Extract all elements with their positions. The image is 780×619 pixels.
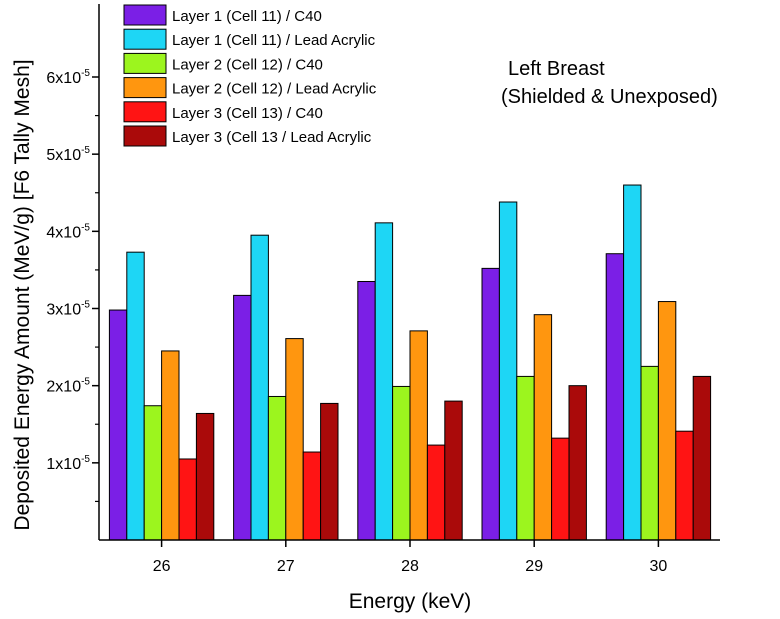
bar-27-series-6 [320, 402, 339, 541]
bar-29-series-3 [516, 375, 535, 541]
bar-28-series-4 [409, 330, 428, 541]
y-tick-label: 2x10-5 [46, 377, 90, 396]
legend-label: Layer 3 (Cell 13 / Lead Acrylic [172, 129, 372, 146]
bar-26-series-3 [143, 405, 163, 541]
legend-label: Layer 3 (Cell 13) / C40 [172, 105, 323, 122]
bar-30-series-4 [657, 301, 677, 541]
bar-29-series-5 [551, 437, 570, 541]
x-tick-label: 30 [650, 558, 668, 575]
legend-swatch [123, 4, 167, 26]
bar-26-series-4 [161, 350, 180, 541]
y-axis-title: Deposited Energy Amount (MeV/g) [F6 Tall… [11, 59, 34, 530]
legend-swatch [123, 101, 167, 123]
y-tick-label: 5x10-5 [46, 145, 90, 164]
annotation-line-1: Left Breast [508, 58, 605, 80]
bar-28-series-1 [357, 280, 376, 541]
y-tick-label: 4x10-5 [46, 222, 90, 241]
bar-27-series-1 [233, 294, 252, 541]
legend-label: Layer 1 (Cell 11) / Lead Acrylic [172, 32, 376, 49]
axes-group: 1x10-5 2x10-5 3x10-5 4x10-5 5x10-5 6x10-5 26 27… [46, 4, 720, 575]
legend-swatch [123, 52, 167, 74]
y-tick-label: 1x10-5 [46, 454, 90, 473]
legend-label: Layer 2 (Cell 12) / C40 [172, 56, 323, 73]
bar-28-series-2 [374, 222, 394, 541]
bar-29-series-2 [498, 201, 518, 541]
x-tick-label: 29 [525, 558, 543, 575]
bar-28-series-3 [392, 385, 411, 541]
bar-27-series-2 [250, 234, 269, 541]
legend-label: Layer 2 (Cell 12) / Lead Acrylic [172, 81, 377, 98]
bar-29-series-1 [481, 267, 500, 541]
legend-label: Layer 1 (Cell 11) / C40 [172, 8, 322, 25]
bar-30-series-6 [692, 375, 712, 541]
bar-27-series-4 [285, 338, 304, 541]
bar-28-series-5 [426, 444, 446, 541]
bar-30-series-3 [640, 365, 659, 541]
bar-29-series-4 [533, 314, 553, 541]
bar-26-series-5 [178, 458, 197, 541]
bar-26-series-6 [195, 412, 215, 541]
bar-27-series-3 [267, 395, 287, 541]
y-tick-label: 6x10-5 [46, 68, 90, 87]
x-tick-label: 27 [277, 558, 295, 575]
x-axis-title: Energy (keV) [349, 590, 472, 613]
y-tick-label: 3x10-5 [46, 300, 90, 319]
bar-28-series-6 [444, 400, 463, 541]
bar-29-series-6 [568, 385, 587, 541]
annotation-line-2: (Shielded & Unexposed) [501, 86, 718, 108]
legend-swatch [123, 28, 167, 50]
bars-group [108, 184, 712, 541]
x-tick-label: 28 [401, 558, 419, 575]
legend-swatch [123, 77, 167, 99]
bar-27-series-5 [302, 451, 322, 541]
bar-26-series-1 [108, 309, 128, 541]
bar-30-series-5 [675, 430, 694, 541]
bar-30-series-1 [605, 253, 625, 541]
legend: Layer 1 (Cell 11) / C40 Layer 1 (Cell 11)… [123, 4, 377, 147]
bar-26-series-2 [126, 251, 145, 541]
legend-swatch [123, 125, 167, 147]
bar-30-series-2 [623, 184, 642, 541]
x-tick-label: 26 [153, 558, 171, 575]
